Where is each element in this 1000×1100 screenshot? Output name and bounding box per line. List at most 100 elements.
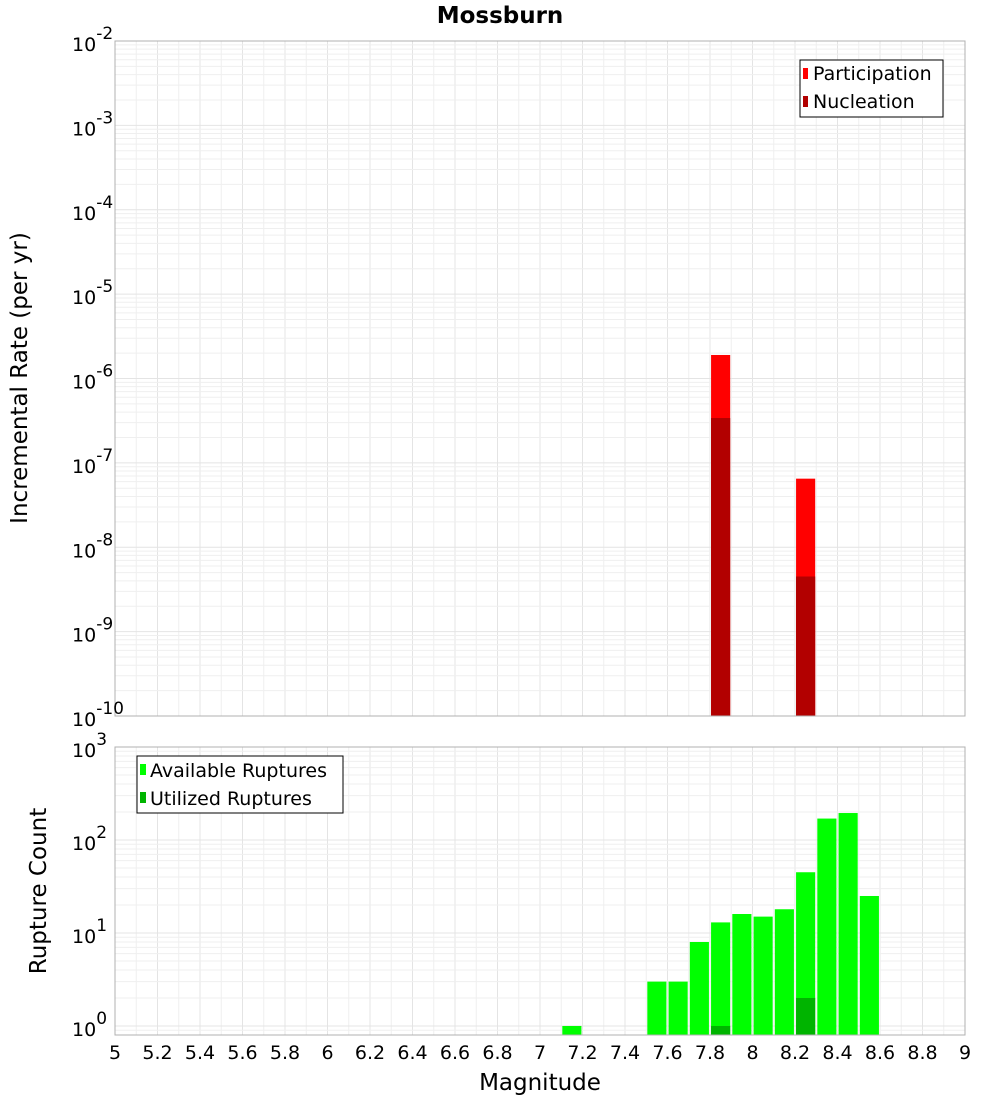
rate-y-tick-label: 10-5 bbox=[72, 277, 113, 309]
x-ticks: 5 5.2 5.4 5.6 5.8 6 6.2 6.4 6.6 6.8 7 7.2 7.4 7.6 7.8 8… bbox=[109, 1042, 971, 1064]
x-tick-label: 8.8 bbox=[907, 1042, 937, 1064]
x-tick-label: 5 bbox=[109, 1042, 121, 1064]
count-plot-border bbox=[114, 746, 966, 1036]
count-bar-series1 bbox=[817, 818, 837, 1035]
tick-base: 10 bbox=[72, 709, 96, 731]
count-y-tick-label: 100 bbox=[72, 1009, 107, 1041]
tick-base: 10 bbox=[72, 926, 96, 948]
x-tick-label: 8.6 bbox=[865, 1042, 895, 1064]
tick-exponent: -9 bbox=[96, 615, 113, 635]
legend-label-participation: Participation bbox=[813, 63, 932, 85]
legend-swatch-available bbox=[140, 764, 146, 775]
rate-bars bbox=[711, 354, 816, 716]
x-tick-label: 7.4 bbox=[610, 1042, 640, 1064]
rate-legend-box bbox=[799, 59, 944, 118]
rate-y-tick-label: 10-3 bbox=[72, 108, 113, 140]
rate-y-tick-label: 10-10 bbox=[72, 699, 124, 731]
x-tick-label: 8.2 bbox=[780, 1042, 810, 1064]
legend-label-nucleation: Nucleation bbox=[813, 91, 915, 113]
count-bar-series1 bbox=[668, 981, 688, 1035]
x-tick-label: 5.8 bbox=[270, 1042, 300, 1064]
x-tick-label: 7.6 bbox=[652, 1042, 682, 1064]
rate-bar-series2 bbox=[711, 418, 731, 716]
rate-gridlines bbox=[114, 40, 966, 717]
chart-title: Mossburn bbox=[437, 3, 564, 29]
count-bar-series1 bbox=[796, 872, 816, 1035]
rate-y-tick-label: 10-4 bbox=[72, 193, 113, 225]
count-bars bbox=[562, 813, 879, 1035]
legend-swatch-nucleation bbox=[803, 96, 808, 107]
rate-y-tick-label: 10-8 bbox=[72, 530, 113, 562]
x-axis-label: Magnitude bbox=[479, 1070, 601, 1096]
tick-exponent: -10 bbox=[96, 699, 124, 719]
tick-base: 10 bbox=[72, 34, 96, 56]
tick-exponent: -6 bbox=[96, 362, 113, 382]
x-tick-label: 6 bbox=[321, 1042, 333, 1064]
x-tick-label: 9 bbox=[959, 1042, 971, 1064]
rate-plot-border bbox=[114, 40, 966, 717]
rate-y-tick-label: 10-9 bbox=[72, 615, 113, 647]
count-bar-series1 bbox=[774, 909, 794, 1035]
rate-legend: Participation Nucleation bbox=[799, 59, 944, 118]
tick-base: 10 bbox=[72, 625, 96, 647]
tick-exponent: -7 bbox=[96, 446, 113, 466]
count-bar-series2 bbox=[711, 1025, 731, 1035]
rate-y-tick-label: 10-2 bbox=[72, 24, 113, 56]
count-legend-box bbox=[136, 755, 344, 814]
legend-label-available: Available Ruptures bbox=[150, 760, 327, 782]
rate-bar-series2 bbox=[796, 576, 816, 716]
count-bar-series1 bbox=[753, 916, 773, 1035]
count-legend: Available Ruptures Utilized Ruptures bbox=[136, 755, 344, 814]
legend-swatch-participation bbox=[803, 68, 808, 79]
count-y-tick-label: 102 bbox=[72, 823, 107, 855]
rate-y-tick-label: 10-7 bbox=[72, 446, 113, 478]
rate-y-tick-label: 10-6 bbox=[72, 362, 113, 394]
x-tick-label: 6.4 bbox=[397, 1042, 427, 1064]
tick-exponent: -8 bbox=[96, 530, 113, 550]
rate-y-axis-label: Incremental Rate (per yr) bbox=[7, 232, 33, 524]
x-tick-label: 8 bbox=[746, 1042, 758, 1064]
tick-base: 10 bbox=[72, 203, 96, 225]
count-y-tick-label: 103 bbox=[72, 730, 107, 762]
count-bar-series1 bbox=[732, 914, 752, 1035]
count-bar-series2 bbox=[796, 997, 816, 1035]
tick-exponent: 2 bbox=[96, 823, 107, 843]
x-tick-label: 6.6 bbox=[440, 1042, 470, 1064]
tick-exponent: -3 bbox=[96, 108, 113, 128]
count-bar-series1 bbox=[859, 895, 879, 1035]
count-bar-series1 bbox=[838, 813, 858, 1035]
count-bar-series1 bbox=[711, 922, 731, 1035]
tick-base: 10 bbox=[72, 540, 96, 562]
x-tick-label: 5.2 bbox=[142, 1042, 172, 1064]
count-bar-series1 bbox=[689, 942, 709, 1035]
x-tick-label: 7.2 bbox=[567, 1042, 597, 1064]
count-y-tick-label: 101 bbox=[72, 916, 107, 948]
tick-base: 10 bbox=[72, 118, 96, 140]
tick-exponent: 1 bbox=[96, 916, 107, 936]
tick-base: 10 bbox=[72, 287, 96, 309]
tick-base: 10 bbox=[72, 833, 96, 855]
count-bar-series1 bbox=[647, 981, 667, 1035]
tick-exponent: -5 bbox=[96, 277, 113, 297]
legend-label-utilized: Utilized Ruptures bbox=[150, 788, 312, 810]
x-tick-label: 7.8 bbox=[695, 1042, 725, 1064]
tick-base: 10 bbox=[72, 372, 96, 394]
tick-exponent: 3 bbox=[96, 730, 107, 750]
x-tick-label: 7 bbox=[534, 1042, 546, 1064]
x-tick-label: 8.4 bbox=[822, 1042, 852, 1064]
legend-swatch-utilized bbox=[140, 792, 146, 803]
count-y-axis-label: Rupture Count bbox=[26, 808, 52, 974]
x-tick-label: 6.2 bbox=[355, 1042, 385, 1064]
tick-exponent: -2 bbox=[96, 24, 113, 44]
count-bar-series1 bbox=[562, 1025, 582, 1035]
tick-exponent: 0 bbox=[96, 1009, 107, 1029]
x-tick-label: 6.8 bbox=[482, 1042, 512, 1064]
tick-exponent: -4 bbox=[96, 193, 113, 213]
tick-base: 10 bbox=[72, 456, 96, 478]
tick-base: 10 bbox=[72, 740, 96, 762]
